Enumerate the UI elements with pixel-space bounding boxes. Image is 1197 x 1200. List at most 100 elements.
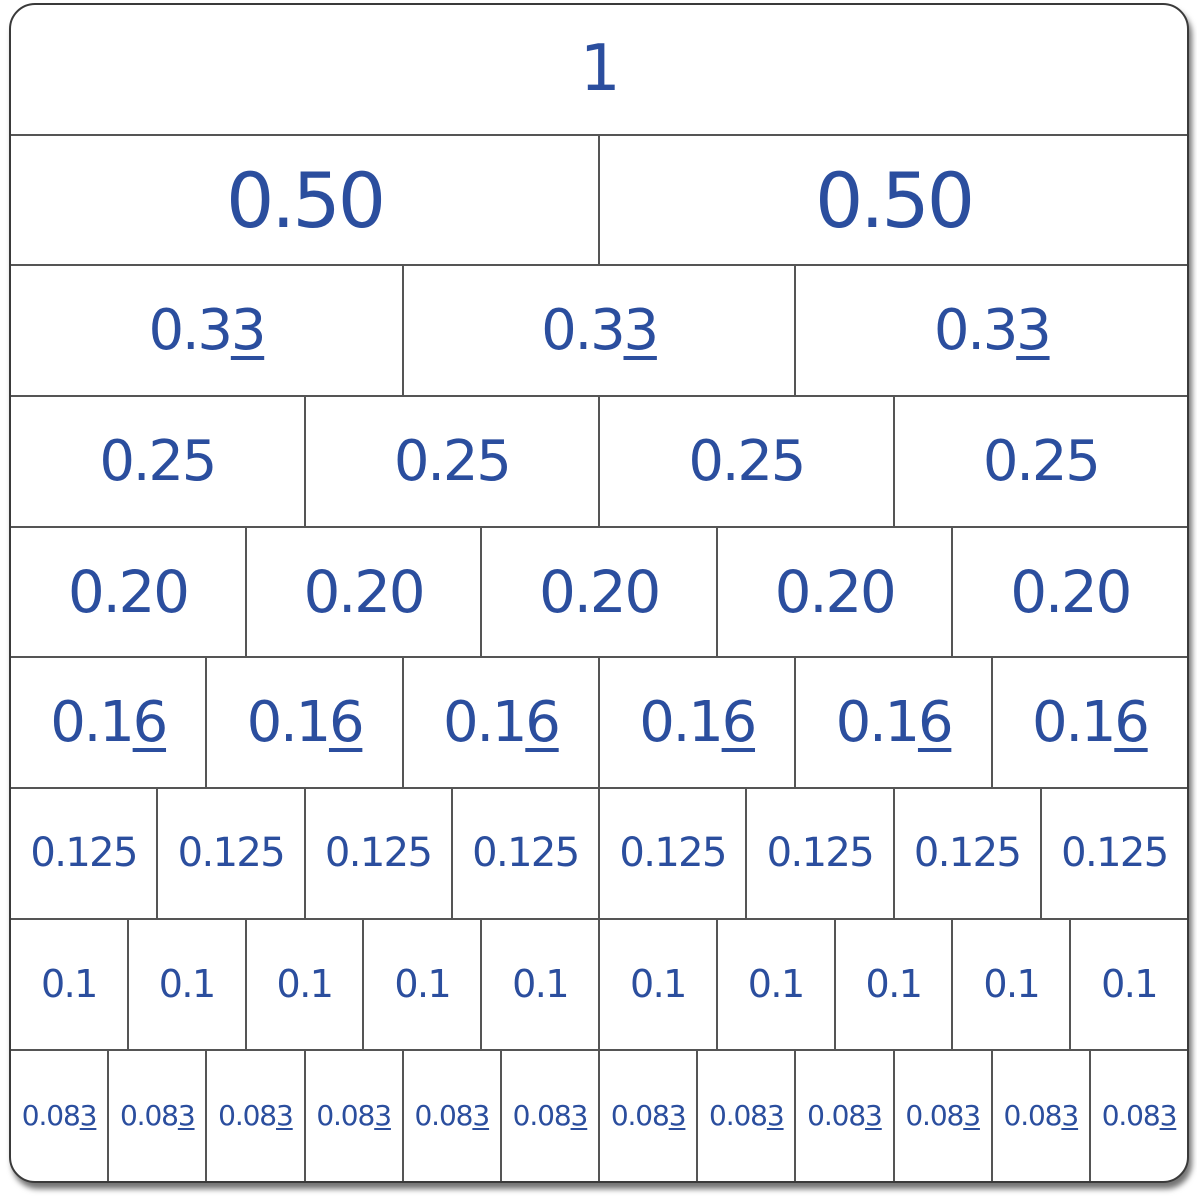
decimal-label: 0.1: [1101, 962, 1158, 1007]
decimal-label: 0.08: [512, 1099, 572, 1133]
fraction-cell: 0.08 3: [600, 1050, 699, 1181]
repeating-digit: 3: [1016, 298, 1052, 364]
decimal-label: 0.1: [747, 962, 805, 1007]
decimal-label: 0.25: [982, 428, 1101, 494]
fraction-cell: 0.20: [247, 527, 483, 657]
fraction-cell: 0.20: [718, 527, 954, 657]
fraction-cell: 0.1: [836, 919, 954, 1049]
fraction-cell: 0.1 6: [796, 658, 993, 788]
fraction-cell: 0.20: [11, 527, 247, 657]
repeating-digit: 6: [328, 690, 365, 756]
decimal-label: 0.1: [983, 962, 1040, 1007]
repeating-digit: 3: [623, 298, 659, 364]
fraction-cell: 0.1: [600, 919, 718, 1049]
fraction-wall: 1 0.50 0.50 0.3 3 0.3 3 0.3 3 0.25 0.25 0.25 0.25 0.2…: [9, 3, 1189, 1183]
decimal-label: 0.1: [394, 962, 451, 1007]
fraction-cell: 0.08 3: [109, 1050, 208, 1181]
decimal-label: 0.50: [225, 155, 386, 245]
fraction-cell: 0.1: [718, 919, 836, 1049]
decimal-label: 0.08: [414, 1099, 473, 1133]
fraction-cell: 0.1: [247, 919, 365, 1049]
decimal-label: 0.08: [610, 1099, 670, 1133]
repeating-digit: 6: [721, 690, 758, 756]
decimal-label: 0.08: [21, 1099, 81, 1133]
fraction-cell: 0.1 6: [11, 658, 208, 788]
fraction-row-6: 0.1 6 0.1 6 0.1 6 0.1 6 0.1 6 0.1 6: [11, 658, 1187, 790]
fraction-row-10: 0.1 0.1 0.1 0.1 0.1 0.1 0.1 0.1 0.1 0.1: [11, 919, 1187, 1051]
fraction-cell: 0.1 6: [600, 658, 797, 788]
repeating-digit: 3: [472, 1099, 490, 1133]
decimal-label: 0.1: [629, 962, 687, 1007]
decimal-label: 0.3: [541, 298, 626, 364]
repeating-digit: 3: [963, 1099, 981, 1133]
repeating-digit: 3: [668, 1099, 687, 1133]
fraction-cell: 0.25: [11, 397, 306, 526]
fraction-cell: 0.125: [11, 789, 159, 918]
fraction-cell: 0.08 3: [1091, 1051, 1187, 1182]
decimal-label: 0.125: [324, 830, 433, 877]
fraction-cell: 0.08 3: [993, 1050, 1091, 1181]
fraction-cell: 0.20: [953, 528, 1187, 657]
decimal-label: 0.25: [393, 428, 512, 494]
decimal-label: 0.1: [246, 690, 332, 756]
decimal-label: 0.08: [218, 1099, 277, 1133]
decimal-label: 0.20: [774, 558, 897, 627]
decimal-label: 0.08: [119, 1099, 179, 1133]
decimal-label: 0.50: [814, 155, 975, 245]
fraction-cell: 0.125: [158, 789, 306, 918]
fraction-cell: 0.25: [895, 397, 1188, 526]
fraction-cell: 0.125: [306, 789, 453, 918]
fraction-cell: 0.1: [953, 919, 1072, 1049]
fraction-cell: 0.3 3: [11, 266, 404, 396]
fraction-cell: 0.08 3: [895, 1050, 993, 1181]
fraction-cell: 0.125: [1042, 789, 1187, 918]
decimal-label: 0.3: [933, 298, 1019, 364]
fraction-row-1: 1: [11, 5, 1187, 136]
decimal-label: 0.1: [442, 690, 528, 756]
decimal-label: 0.1: [158, 962, 216, 1007]
repeating-digit: 3: [1061, 1099, 1079, 1133]
decimal-label: 1: [579, 32, 621, 107]
decimal-label: 0.125: [913, 830, 1022, 877]
decimal-label: 0.08: [807, 1099, 866, 1133]
decimal-label: 0.1: [40, 962, 98, 1007]
fraction-cell: 0.1 6: [207, 658, 404, 788]
fraction-cell: 0.20: [482, 527, 718, 657]
decimal-label: 0.1: [865, 962, 923, 1007]
decimal-label: 0.1: [276, 962, 334, 1007]
fraction-cell: 0.50: [600, 136, 1187, 265]
fraction-cell: 0.125: [747, 789, 895, 918]
fraction-cell: 0.25: [600, 397, 895, 526]
repeating-digit: 3: [230, 298, 267, 364]
repeating-digit: 3: [79, 1099, 98, 1133]
repeating-digit: 3: [374, 1099, 392, 1133]
fraction-row-8: 0.125 0.125 0.125 0.125 0.125 0.125 0.125 0.125: [11, 789, 1187, 920]
repeating-digit: 3: [865, 1099, 883, 1133]
fraction-row-4: 0.25 0.25 0.25 0.25: [11, 397, 1187, 528]
fraction-cell: 1: [11, 5, 1187, 134]
decimal-label: 0.1: [50, 690, 135, 756]
fraction-row-12: 0.08 3 0.08 3 0.08 3 0.08 3 0.08 3 0.08 3 0.08 3 0.08 3…: [11, 1050, 1187, 1182]
decimal-label: 0.125: [30, 830, 138, 877]
decimal-label: 0.08: [1003, 1099, 1063, 1133]
repeating-digit: 3: [276, 1099, 294, 1133]
decimal-label: 0.3: [148, 298, 233, 364]
decimal-label: 0.1: [1031, 690, 1117, 756]
fraction-row-5: 0.20 0.20 0.20 0.20 0.20: [11, 527, 1187, 659]
fraction-cell: 0.08 3: [502, 1050, 601, 1181]
fraction-cell: 0.08 3: [404, 1050, 502, 1181]
repeating-digit: 3: [570, 1099, 589, 1133]
fraction-cell: 0.08 3: [796, 1050, 895, 1181]
decimal-label: 0.08: [1101, 1099, 1161, 1133]
fraction-cell: 0.08 3: [698, 1050, 797, 1181]
repeating-digit: 6: [132, 690, 169, 756]
fraction-cell: 0.08 3: [11, 1050, 110, 1181]
decimal-label: 0.20: [303, 558, 425, 627]
decimal-label: 0.08: [905, 1099, 964, 1133]
decimal-label: 0.125: [1061, 830, 1169, 877]
fraction-cell: 0.1: [129, 919, 247, 1049]
fraction-row-3: 0.3 3 0.3 3 0.3 3: [11, 266, 1187, 398]
fraction-cell: 0.1: [364, 919, 483, 1049]
decimal-label: 0.25: [688, 428, 806, 494]
repeating-digit: 3: [177, 1099, 196, 1133]
